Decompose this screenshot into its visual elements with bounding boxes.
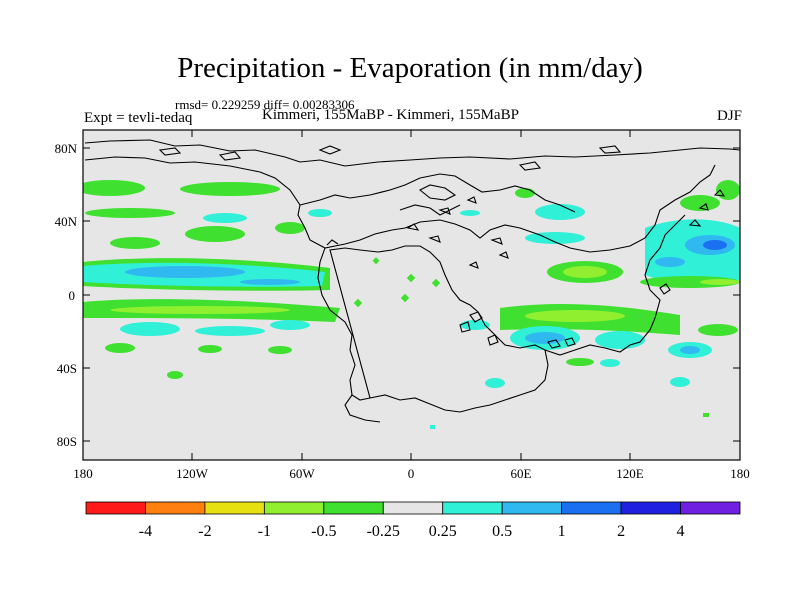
colorbar-label: 4 — [677, 523, 685, 540]
fill-cyan — [120, 322, 180, 336]
fill-green — [698, 324, 738, 336]
fill-blue — [703, 240, 727, 250]
fill-lightblue — [525, 332, 565, 344]
lon-label: 180 — [73, 466, 93, 481]
colorbar: -4 -2 -1 -0.5 -0.25 0.25 0.5 1 2 4 — [85, 501, 741, 540]
season-label: DJF — [716, 108, 742, 124]
lon-label: 120W — [176, 466, 209, 481]
colorbar-label: -1 — [258, 523, 271, 540]
map-background — [83, 130, 740, 460]
fill-cyan — [535, 204, 585, 220]
fill-green — [167, 371, 183, 379]
lon-label: 120E — [616, 466, 644, 481]
runs-label: Kimmeri, 155MaBP - Kimmeri, 155MaBP — [262, 107, 519, 123]
lon-label: 60W — [289, 466, 315, 481]
lat-tick-marks — [83, 147, 740, 442]
map-panel — [83, 130, 740, 460]
colorbar-label: -0.25 — [367, 523, 400, 540]
colorbar-swatch — [620, 501, 681, 515]
fill-green — [372, 257, 380, 265]
lat-label: 40S — [57, 361, 77, 376]
lat-label: 80N — [55, 141, 78, 156]
fill-green — [105, 343, 135, 353]
fill-green — [83, 180, 145, 196]
fill-cyan — [270, 320, 310, 330]
fill-green — [110, 237, 160, 249]
colorbar-label: 0.25 — [429, 523, 457, 540]
colorbar-swatch — [145, 501, 206, 515]
colorbar-label: 2 — [617, 523, 625, 540]
colorbar-swatch — [680, 501, 741, 515]
colorbar-swatch — [263, 501, 325, 515]
contour-fills — [83, 180, 740, 429]
fill-green — [716, 180, 740, 200]
fill-green — [353, 298, 363, 308]
fill-lightblue — [680, 346, 700, 354]
fill-yellowgreen — [525, 310, 625, 322]
colorbar-swatch — [382, 501, 444, 515]
colorbar-label: 1 — [558, 523, 566, 540]
fill-green — [400, 293, 410, 303]
experiment-label: Expt = tevli-tedaq — [84, 110, 193, 126]
coastlines — [84, 139, 740, 423]
lon-label: 0 — [408, 466, 415, 481]
fill-yellowgreen — [700, 279, 740, 285]
fill-green — [180, 182, 280, 196]
fill-green — [198, 345, 222, 353]
fill-green — [680, 195, 720, 211]
colorbar-swatch — [204, 501, 265, 515]
fill-cyan — [430, 425, 435, 429]
fill-lightblue — [240, 279, 300, 285]
fill-green — [566, 358, 594, 366]
lon-label: 60E — [511, 466, 532, 481]
lon-tick-marks — [191, 130, 631, 460]
fill-cyan — [670, 377, 690, 387]
lat-labels: 80N 40N 0 40S 80S — [55, 141, 78, 449]
stats-line: rmsd= 0.229259 diff= 0.00283306 — [175, 97, 355, 112]
fill-cyan — [195, 326, 265, 336]
fill-yellowgreen — [110, 306, 290, 314]
fill-cyan — [203, 213, 247, 223]
colorbar-swatch — [442, 501, 503, 515]
colorbar-swatch — [85, 501, 146, 515]
colorbar-label: -4 — [139, 523, 152, 540]
lon-label: 180 — [730, 466, 750, 481]
fill-cyan — [485, 378, 505, 388]
fill-cyan — [308, 209, 332, 217]
colorbar-label: -2 — [198, 523, 211, 540]
colorbar-label: 0.5 — [492, 523, 512, 540]
plot-title: Precipitation - Evaporation (in mm/day) — [177, 52, 643, 84]
colorbar-swatch — [323, 501, 384, 515]
fill-green — [406, 273, 416, 283]
lat-label: 0 — [69, 288, 76, 303]
fill-green — [431, 278, 441, 288]
lat-label: 40N — [55, 214, 78, 229]
colorbar-swatch — [501, 501, 563, 515]
fill-lightblue — [655, 257, 685, 267]
lat-label: 80S — [57, 434, 77, 449]
fill-green — [85, 208, 175, 218]
colorbar-swatch — [561, 501, 622, 515]
fill-cyan — [595, 331, 645, 349]
fill-green — [268, 346, 292, 354]
colorbar-label: -0.5 — [311, 523, 336, 540]
fill-green — [185, 226, 245, 242]
lon-labels: 180 120W 60W 0 60E 120E 180 — [73, 466, 750, 481]
fill-green — [515, 188, 535, 198]
fill-cyan — [600, 359, 620, 367]
fill-green — [703, 413, 709, 417]
fill-cyan — [460, 210, 480, 216]
fill-yellowgreen — [563, 266, 607, 278]
fill-green — [275, 222, 305, 234]
fill-lightblue — [125, 266, 245, 278]
